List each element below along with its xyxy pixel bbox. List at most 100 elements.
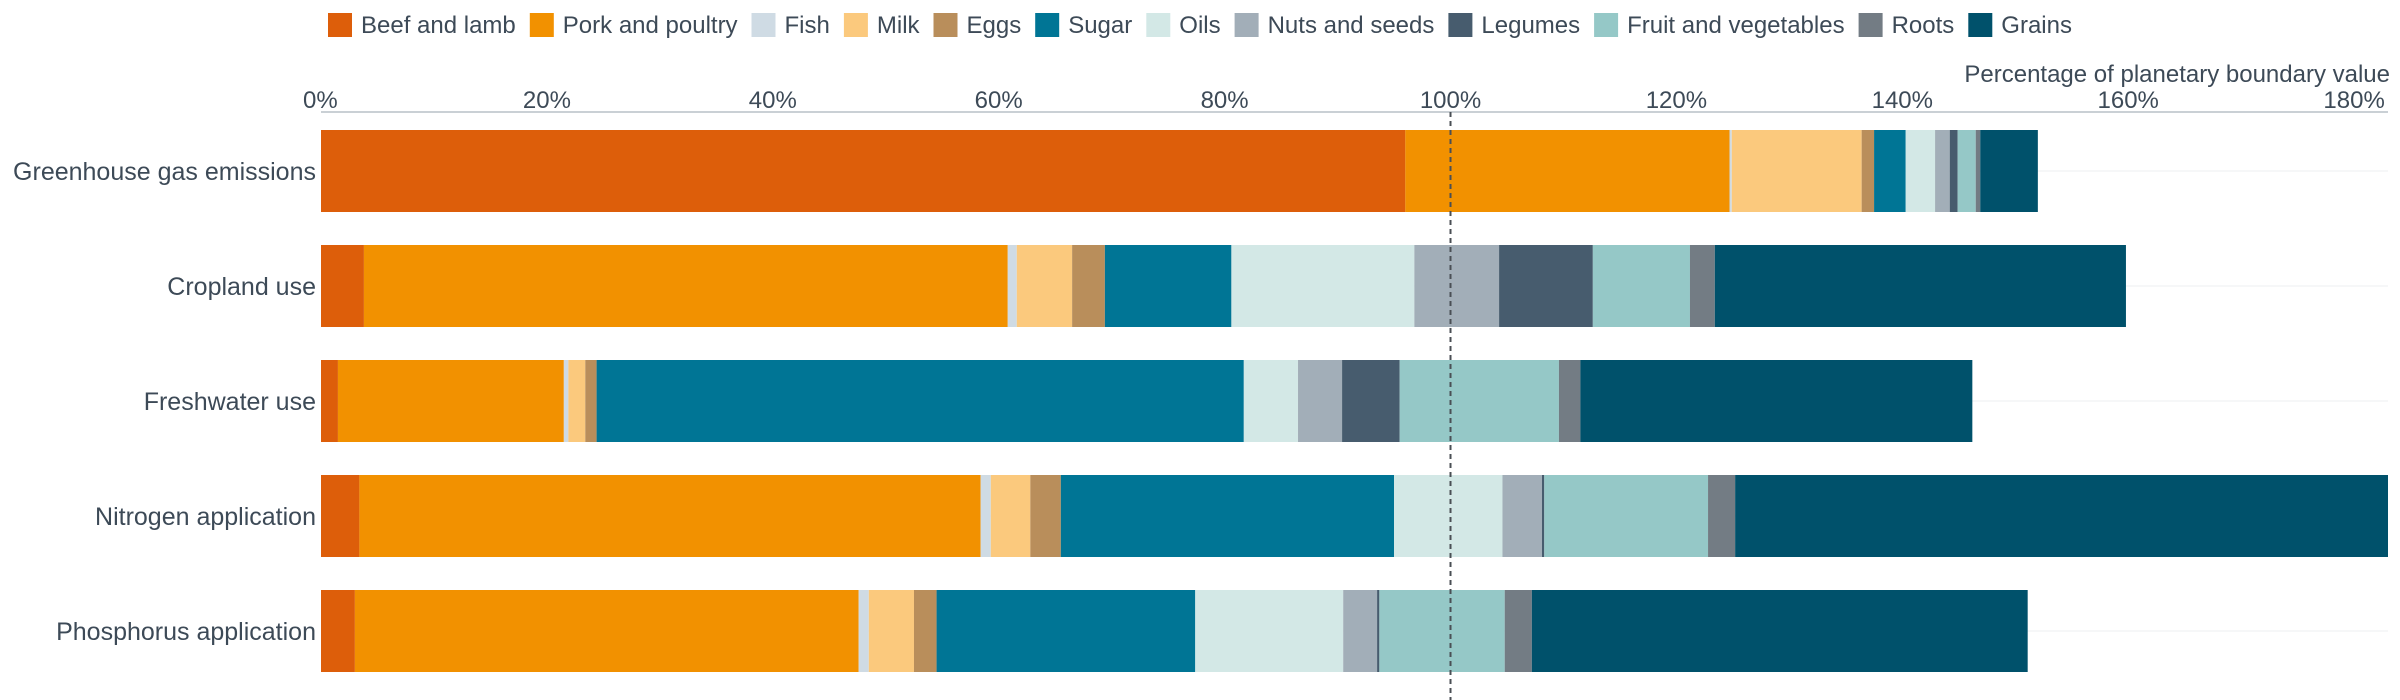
legend-item-oils: Oils [1146, 12, 1221, 39]
bar-row-nitrogen-application [321, 475, 2388, 557]
legend-swatch [1234, 13, 1259, 37]
x-tick-label: 140% [1872, 87, 1933, 114]
bar-segment-beef-and-lamb [321, 245, 364, 327]
x-tick-label: 160% [2098, 87, 2159, 114]
legend-label: Eggs [967, 12, 1022, 39]
bar-segment-roots [1504, 590, 1532, 672]
legend-item-pork-and-poultry: Pork and poultry [529, 12, 738, 39]
bar-segment-beef-and-lamb [321, 360, 338, 442]
x-tick-label: 80% [1201, 87, 1249, 114]
x-axis-ticks: 0% 20% 40% 60% 80% 100% 120% 140% 160% 180% [303, 87, 2385, 114]
bar-segment-eggs [1030, 475, 1061, 557]
legend-item-milk: Milk [843, 12, 921, 39]
bar-segment-oils [1243, 360, 1299, 442]
category-label: Greenhouse gas emissions [13, 158, 316, 186]
bar-segment-oils [1231, 245, 1415, 327]
legend-swatch [843, 13, 868, 37]
bar-segment-nuts-and-seeds [1502, 475, 1542, 557]
bars [321, 130, 2388, 672]
bar-segment-grains [1714, 245, 2126, 327]
category-label: Nitrogen application [95, 503, 316, 531]
bar-segment-fruit-and-vegetables [1957, 130, 1976, 212]
legend-swatch [751, 13, 776, 37]
bar-segment-legumes [1542, 475, 1545, 557]
legend-item-beef-and-lamb: Beef and lamb [328, 12, 516, 39]
bar-row-greenhouse-gas-emissions [321, 130, 2038, 212]
bar-segment-nuts-and-seeds [1414, 245, 1500, 327]
bar-segment-milk [868, 590, 914, 672]
bar-segment-sugar [596, 360, 1244, 442]
x-tick-label: 0% [303, 87, 338, 114]
legend-item-fruit-and-vegetables: Fruit and vegetables [1594, 12, 1845, 39]
bar-segment-fruit-and-vegetables [1399, 360, 1559, 442]
category-labels: Greenhouse gas emissions Cropland use Fres… [13, 158, 316, 646]
legend-swatch [933, 13, 958, 37]
legend-swatch [1035, 13, 1060, 37]
bar-segment-sugar [1060, 475, 1395, 557]
bar-segment-pork-and-poultry [354, 590, 859, 672]
bar-segment-milk [990, 475, 1031, 557]
bar-segment-beef-and-lamb [321, 590, 355, 672]
legend-label: Roots [1892, 12, 1955, 39]
legend-swatch [1968, 13, 1993, 37]
bar-segment-pork-and-poultry [359, 475, 981, 557]
bar-segment-fish [980, 475, 991, 557]
legend-item-nuts-and-seeds: Nuts and seeds [1234, 12, 1435, 39]
category-label: Cropland use [167, 273, 316, 301]
legend-label: Beef and lamb [361, 12, 516, 39]
bar-segment-sugar [1874, 130, 1906, 212]
legend-label: Pork and poultry [563, 12, 738, 39]
legend-label: Oils [1179, 12, 1220, 39]
bar-segment-milk [1016, 245, 1073, 327]
legend-item-legumes: Legumes [1448, 12, 1580, 39]
legend-label: Nuts and seeds [1268, 12, 1435, 39]
bar-segment-nuts-and-seeds [1343, 590, 1378, 672]
bar-segment-milk [568, 360, 586, 442]
legend-item-grains: Grains [1968, 12, 2072, 39]
bar-segment-grains [1531, 590, 2028, 672]
bar-segment-nuts-and-seeds [1935, 130, 1950, 212]
bar-segment-eggs [913, 590, 937, 672]
bar-segment-legumes [1949, 130, 1958, 212]
x-tick-label: 20% [523, 87, 571, 114]
bar-segment-fruit-and-vegetables [1379, 590, 1505, 672]
bar-segment-roots [1975, 130, 1981, 212]
bar-row-freshwater-use [321, 360, 1973, 442]
bar-segment-roots [1708, 475, 1736, 557]
legend-item-eggs: Eggs [933, 12, 1022, 39]
legend-swatch [529, 13, 554, 37]
bar-row-phosphorus-application [321, 590, 2028, 672]
bar-segment-fish [563, 360, 569, 442]
bar-segment-grains [1580, 360, 1973, 442]
bar-segment-fruit-and-vegetables [1544, 475, 1709, 557]
bar-segment-legumes [1342, 360, 1400, 442]
bar-segment-sugar [936, 590, 1196, 672]
legend-item-fish: Fish [751, 12, 830, 39]
x-tick-label: 100% [1420, 87, 1481, 114]
bar-segment-milk [1731, 130, 1862, 212]
bar-segment-pork-and-poultry [363, 245, 1008, 327]
legend-label: Legumes [1481, 12, 1580, 39]
legend-swatch [328, 13, 352, 37]
bar-segment-eggs [1861, 130, 1875, 212]
legend: Beef and lamb Pork and poultry Fish Milk Egg… [328, 12, 2072, 39]
bar-segment-grains [1735, 475, 2388, 557]
x-tick-label: 40% [749, 87, 797, 114]
bar-segment-pork-and-poultry [337, 360, 564, 442]
legend-label: Sugar [1068, 12, 1132, 39]
bar-segment-fish [1007, 245, 1017, 327]
bar-segment-legumes [1377, 590, 1380, 672]
bar-segment-beef-and-lamb [321, 130, 1406, 212]
legend-label: Milk [877, 12, 921, 39]
legend-swatch [1448, 13, 1473, 37]
x-tick-label: 180% [2323, 87, 2384, 114]
bar-segment-nuts-and-seeds [1298, 360, 1343, 442]
bar-segment-beef-and-lamb [321, 475, 360, 557]
x-axis-title: Percentage of planetary boundary value [1964, 61, 2390, 88]
legend-item-roots: Roots [1858, 12, 1955, 39]
bar-segment-pork-and-poultry [1405, 130, 1730, 212]
bar-segment-roots [1689, 245, 1715, 327]
bar-segment-fish [1729, 130, 1732, 212]
bar-segment-fruit-and-vegetables [1592, 245, 1690, 327]
